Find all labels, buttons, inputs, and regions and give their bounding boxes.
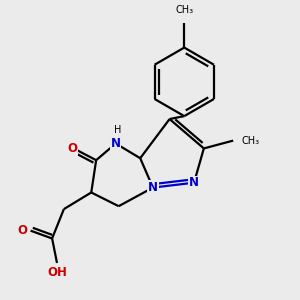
Text: O: O — [68, 142, 78, 155]
Text: O: O — [18, 224, 28, 237]
Text: CH₃: CH₃ — [241, 136, 259, 146]
Text: N: N — [148, 181, 158, 194]
Text: N: N — [111, 137, 121, 150]
Text: CH₃: CH₃ — [175, 5, 193, 15]
Text: OH: OH — [47, 266, 67, 279]
Text: H: H — [114, 125, 122, 135]
Text: N: N — [189, 176, 199, 189]
